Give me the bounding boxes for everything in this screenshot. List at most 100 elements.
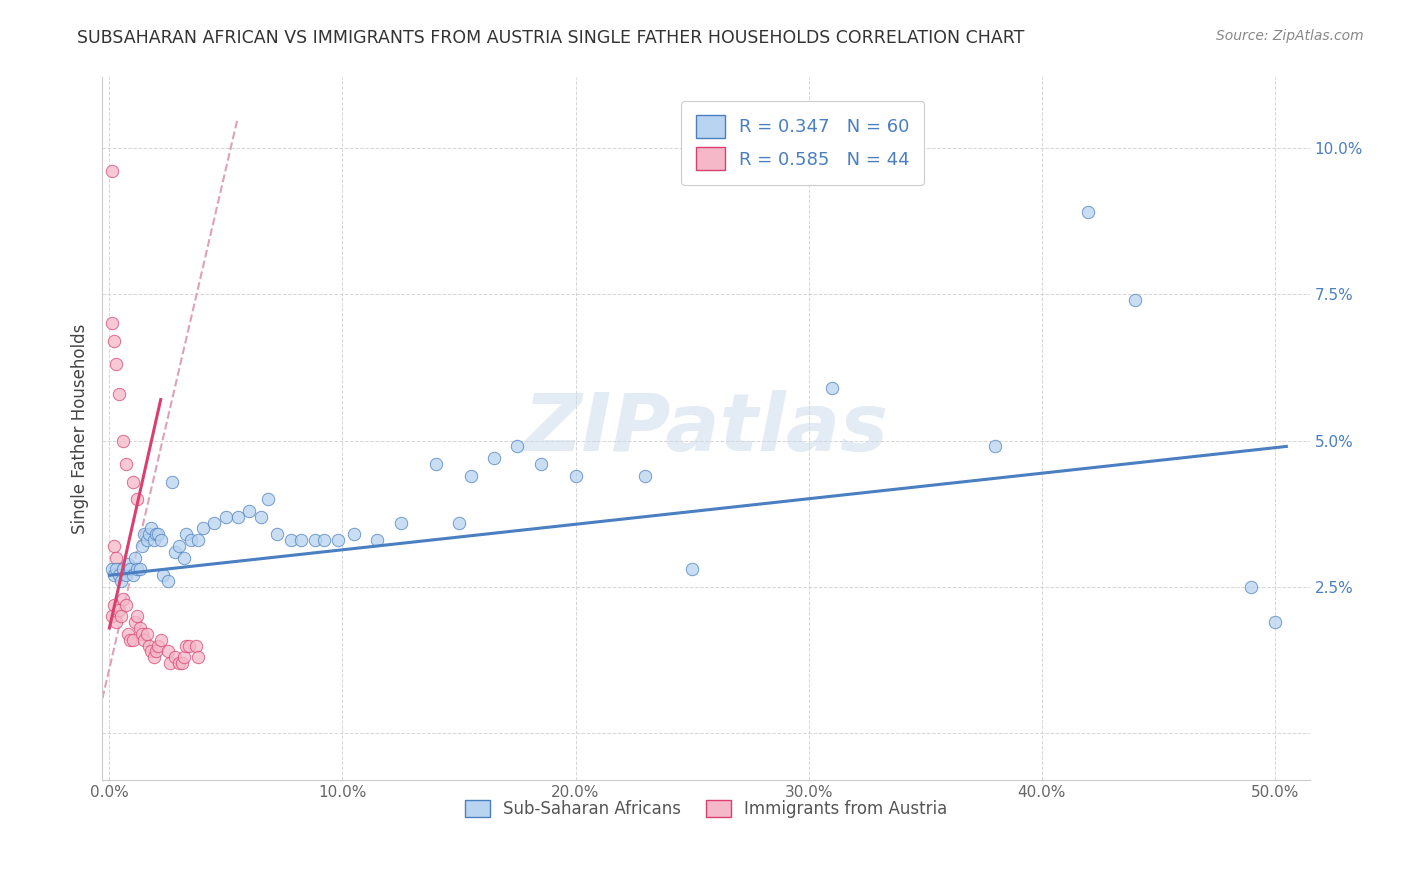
Point [127,492,149,507]
Point [173,650,195,665]
Point [128,621,150,635]
Point [173,550,195,565]
Point [180,533,202,548]
Point [162,475,184,489]
Point [460,468,482,483]
Point [134,527,156,541]
Point [141,521,163,535]
Point [634,468,657,483]
Point [103,598,125,612]
Point [290,533,312,548]
Point [1240,580,1263,594]
Text: SUBSAHARAN AFRICAN VS IMMIGRANTS FROM AUSTRIA SINGLE FATHER HOUSEHOLDS CORRELATI: SUBSAHARAN AFRICAN VS IMMIGRANTS FROM AU… [77,29,1025,46]
Point [107,603,129,617]
Point [127,609,149,624]
Point [131,539,153,553]
Point [169,656,191,670]
Point [152,568,174,582]
Point [148,527,170,541]
Point [100,317,122,331]
Point [482,451,505,466]
Point [142,650,165,665]
Point [120,632,142,647]
Point [107,386,129,401]
Point [112,562,135,576]
Point [121,632,143,647]
Point [105,615,128,629]
Point [103,334,125,348]
Point [176,639,198,653]
Point [312,533,335,548]
Point [124,550,146,565]
Point [107,568,129,582]
Point [326,533,349,548]
Point [681,562,703,576]
Point [821,381,844,395]
Point [156,574,179,589]
Point [984,439,1007,453]
Point [117,557,139,571]
Point [169,539,191,553]
Point [1123,293,1146,307]
Point [105,550,128,565]
Point [103,539,125,553]
Point [114,598,136,612]
Point [170,656,193,670]
Legend: Sub-Saharan Africans, Immigrants from Austria: Sub-Saharan Africans, Immigrants from Au… [458,793,955,825]
Point [187,533,209,548]
Point [304,533,326,548]
Point [202,516,225,530]
Point [187,650,209,665]
Point [134,632,156,647]
Point [142,533,165,548]
Point [121,475,143,489]
Text: ZIPatlas: ZIPatlas [523,390,889,468]
Point [257,492,280,507]
Point [112,591,135,606]
Point [138,639,160,653]
Point [105,562,128,576]
Point [343,527,366,541]
Point [110,609,132,624]
Point [177,639,200,653]
Point [163,545,186,559]
Point [138,527,160,541]
Text: Source: ZipAtlas.com: Source: ZipAtlas.com [1216,29,1364,43]
Point [159,656,181,670]
Point [389,516,412,530]
Y-axis label: Single Father Households: Single Father Households [72,324,89,534]
Point [447,516,470,530]
Point [117,627,139,641]
Point [215,509,238,524]
Point [145,527,167,541]
Point [266,527,288,541]
Point [156,644,179,658]
Point [135,533,157,548]
Point [184,639,207,653]
Point [425,457,447,471]
Point [100,164,122,178]
Point [1077,205,1099,219]
Point [145,644,167,658]
Point [250,509,273,524]
Point [114,457,136,471]
Point [110,574,132,589]
Point [103,568,125,582]
Point [191,521,214,535]
Point [149,533,172,548]
Point [105,358,128,372]
Point [280,533,302,548]
Point [1264,615,1286,629]
Point [506,439,529,453]
Point [141,644,163,658]
Point [120,562,142,576]
Point [238,504,260,518]
Point [107,562,129,576]
Point [149,632,172,647]
Point [564,468,586,483]
Point [114,568,136,582]
Point [128,562,150,576]
Point [127,562,149,576]
Point [529,457,551,471]
Point [366,533,388,548]
